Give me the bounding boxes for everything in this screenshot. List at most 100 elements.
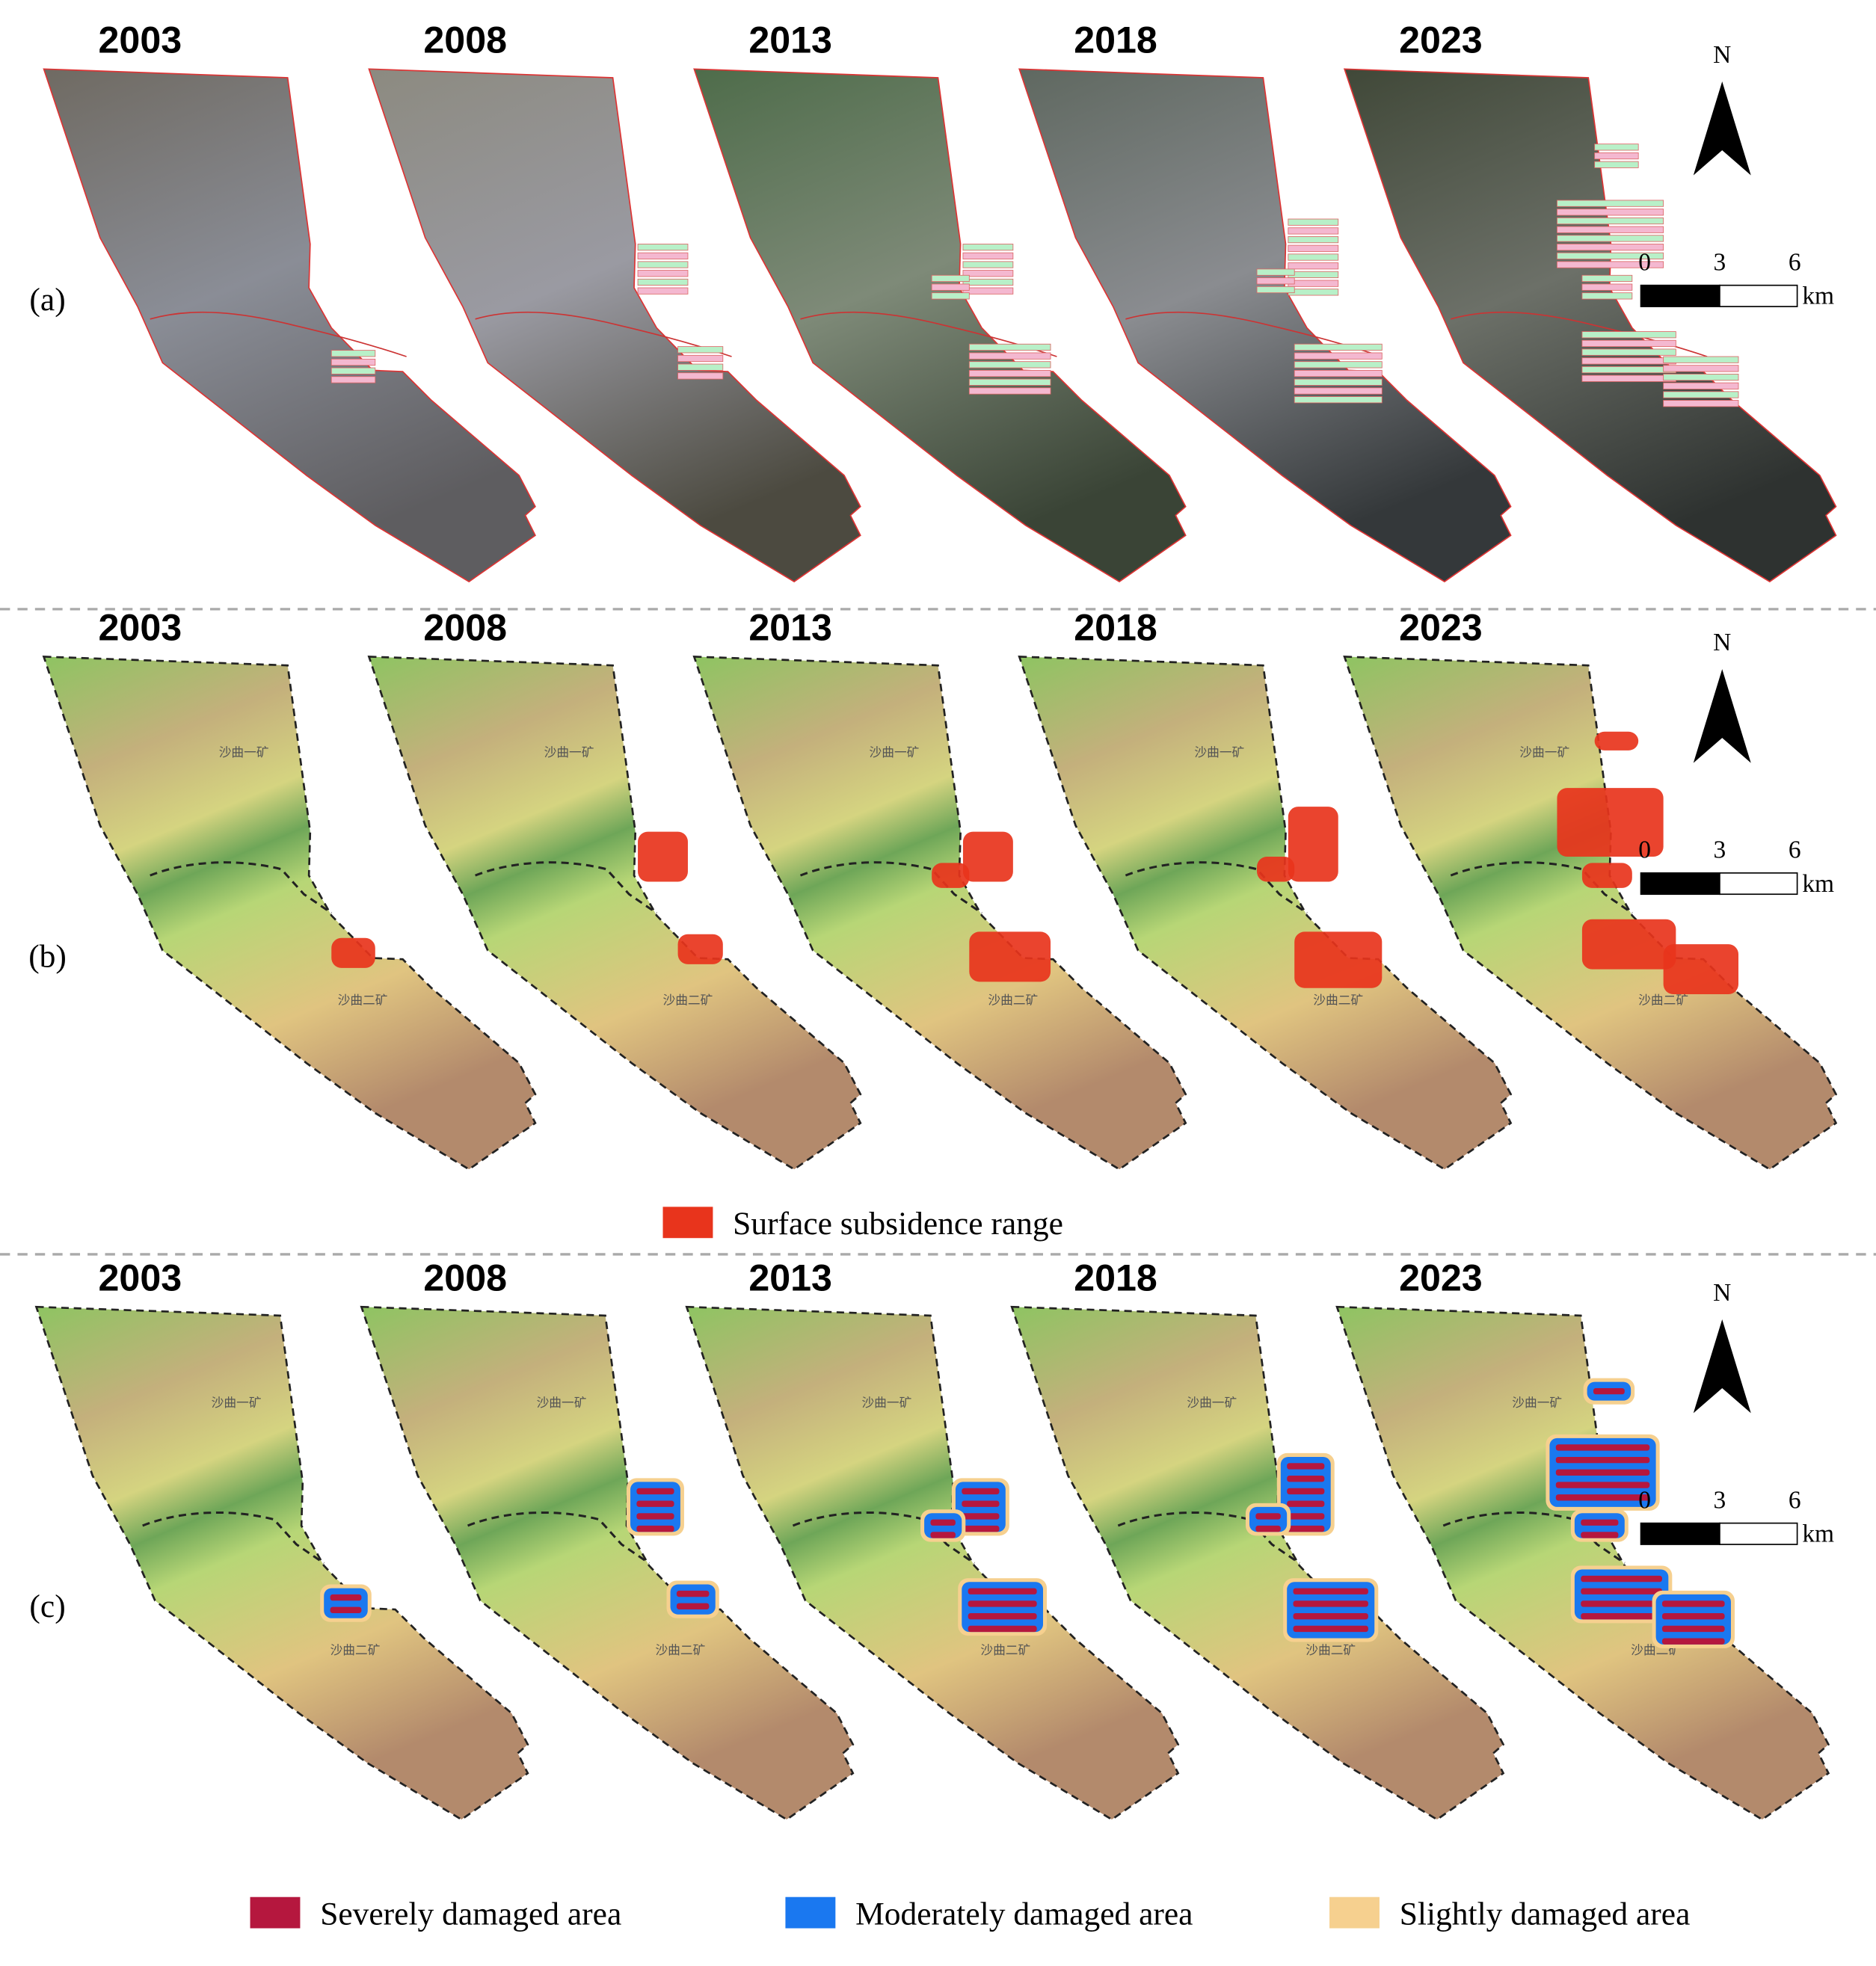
moderate-damage: [1574, 1569, 1669, 1620]
year-title: 2013: [748, 607, 832, 649]
severe-damage: [1581, 1600, 1662, 1607]
severe-damage: [1293, 1588, 1368, 1594]
workface: [330, 367, 376, 375]
workface: [330, 358, 376, 366]
workface: [1581, 331, 1676, 339]
severe-damage: [1555, 1456, 1650, 1464]
workface: [1288, 218, 1339, 226]
workface: [1294, 361, 1383, 369]
severe-damage: [962, 1488, 1000, 1495]
north-label: N: [1713, 1279, 1731, 1307]
scale-tick: 6: [1789, 1487, 1801, 1514]
workface: [1557, 252, 1664, 259]
severe-damage: [1255, 1513, 1281, 1520]
mine-boundary: [799, 861, 982, 914]
north-arrow: [1693, 81, 1751, 176]
severe-damage: [1581, 1613, 1662, 1620]
legend-label: Moderately damaged area: [855, 1896, 1193, 1932]
workface: [1581, 348, 1676, 356]
workface: [1557, 226, 1664, 233]
study-area: [368, 68, 861, 583]
year-title: 2008: [423, 1257, 507, 1298]
subsidence-area: [1594, 731, 1639, 751]
river: [475, 311, 732, 357]
year-title: 2023: [1399, 1257, 1483, 1298]
legend-swatch: [785, 1896, 836, 1929]
severe-damage: [1555, 1469, 1650, 1476]
mine-boundary: [475, 861, 657, 914]
year-title: 2008: [423, 19, 507, 61]
scale-bar-white: [1719, 872, 1798, 896]
workface: [968, 387, 1051, 395]
severe-damage: [962, 1500, 1000, 1507]
workface: [637, 252, 689, 259]
mine-label: 沙曲二矿: [1305, 1642, 1356, 1657]
mine-label: 沙曲一矿: [870, 745, 920, 759]
year-title: 2018: [1074, 1257, 1157, 1298]
scale-tick: 3: [1714, 249, 1726, 277]
workface: [1663, 382, 1739, 389]
workface: [1256, 277, 1295, 285]
year-title: 2013: [748, 1257, 832, 1298]
year-title: 2013: [748, 19, 832, 61]
subsidence-area: [932, 863, 970, 888]
map-panel: [368, 68, 861, 583]
severe-damage: [1661, 1613, 1725, 1620]
severe-damage: [676, 1603, 710, 1610]
workface: [637, 278, 689, 286]
severe-damage: [962, 1525, 1000, 1532]
study-area: [42, 656, 537, 1171]
scale-tick: 0: [1638, 836, 1651, 864]
moderate-damage: [630, 1482, 680, 1532]
scale-unit: km: [1802, 1520, 1834, 1548]
severe-damage: [1293, 1600, 1368, 1607]
scale-unit: km: [1802, 870, 1834, 898]
severe-damage: [636, 1525, 674, 1532]
workface: [1288, 235, 1339, 244]
workface: [1581, 375, 1676, 382]
severe-damage: [1581, 1532, 1619, 1538]
workface: [962, 244, 1014, 251]
workface: [677, 372, 724, 380]
severe-damage: [1555, 1444, 1650, 1451]
subsidence-area: [1557, 788, 1664, 857]
workface: [1581, 339, 1676, 348]
mine-label: 沙曲二矿: [1313, 992, 1363, 1007]
mine-label: 沙曲二矿: [980, 1642, 1030, 1657]
workface: [1288, 253, 1339, 261]
year-title: 2018: [1074, 19, 1157, 61]
mine-label: 沙曲一矿: [537, 1395, 587, 1410]
workface: [962, 278, 1014, 286]
workface: [931, 274, 970, 283]
workface: [1581, 357, 1676, 365]
map-panel: [1018, 68, 1512, 583]
moderate-damage: [955, 1482, 1006, 1532]
year-title: 2023: [1399, 19, 1483, 61]
map-panel: [693, 68, 1187, 583]
workface: [1288, 289, 1339, 296]
workface: [962, 261, 1014, 268]
severe-damage: [1581, 1575, 1662, 1583]
mine-label: 沙曲二矿: [330, 1642, 381, 1657]
workface: [1594, 152, 1639, 160]
subsidence-area: [962, 831, 1013, 882]
year-title: 2003: [99, 1257, 182, 1298]
severe-damage: [1293, 1625, 1368, 1633]
workface: [330, 350, 376, 357]
severe-damage: [1287, 1525, 1325, 1532]
workface: [1663, 400, 1739, 407]
workface: [968, 352, 1051, 360]
workface: [931, 292, 970, 300]
workface: [677, 363, 724, 371]
scale-bar-black: [1640, 284, 1720, 307]
mine-boundary: [1117, 1511, 1300, 1565]
row-label: (c): [29, 1588, 65, 1624]
north-arrow: [1693, 669, 1751, 763]
workface: [1663, 373, 1739, 381]
mine-label: 沙曲二矿: [663, 992, 713, 1007]
severe-damage: [636, 1488, 674, 1495]
